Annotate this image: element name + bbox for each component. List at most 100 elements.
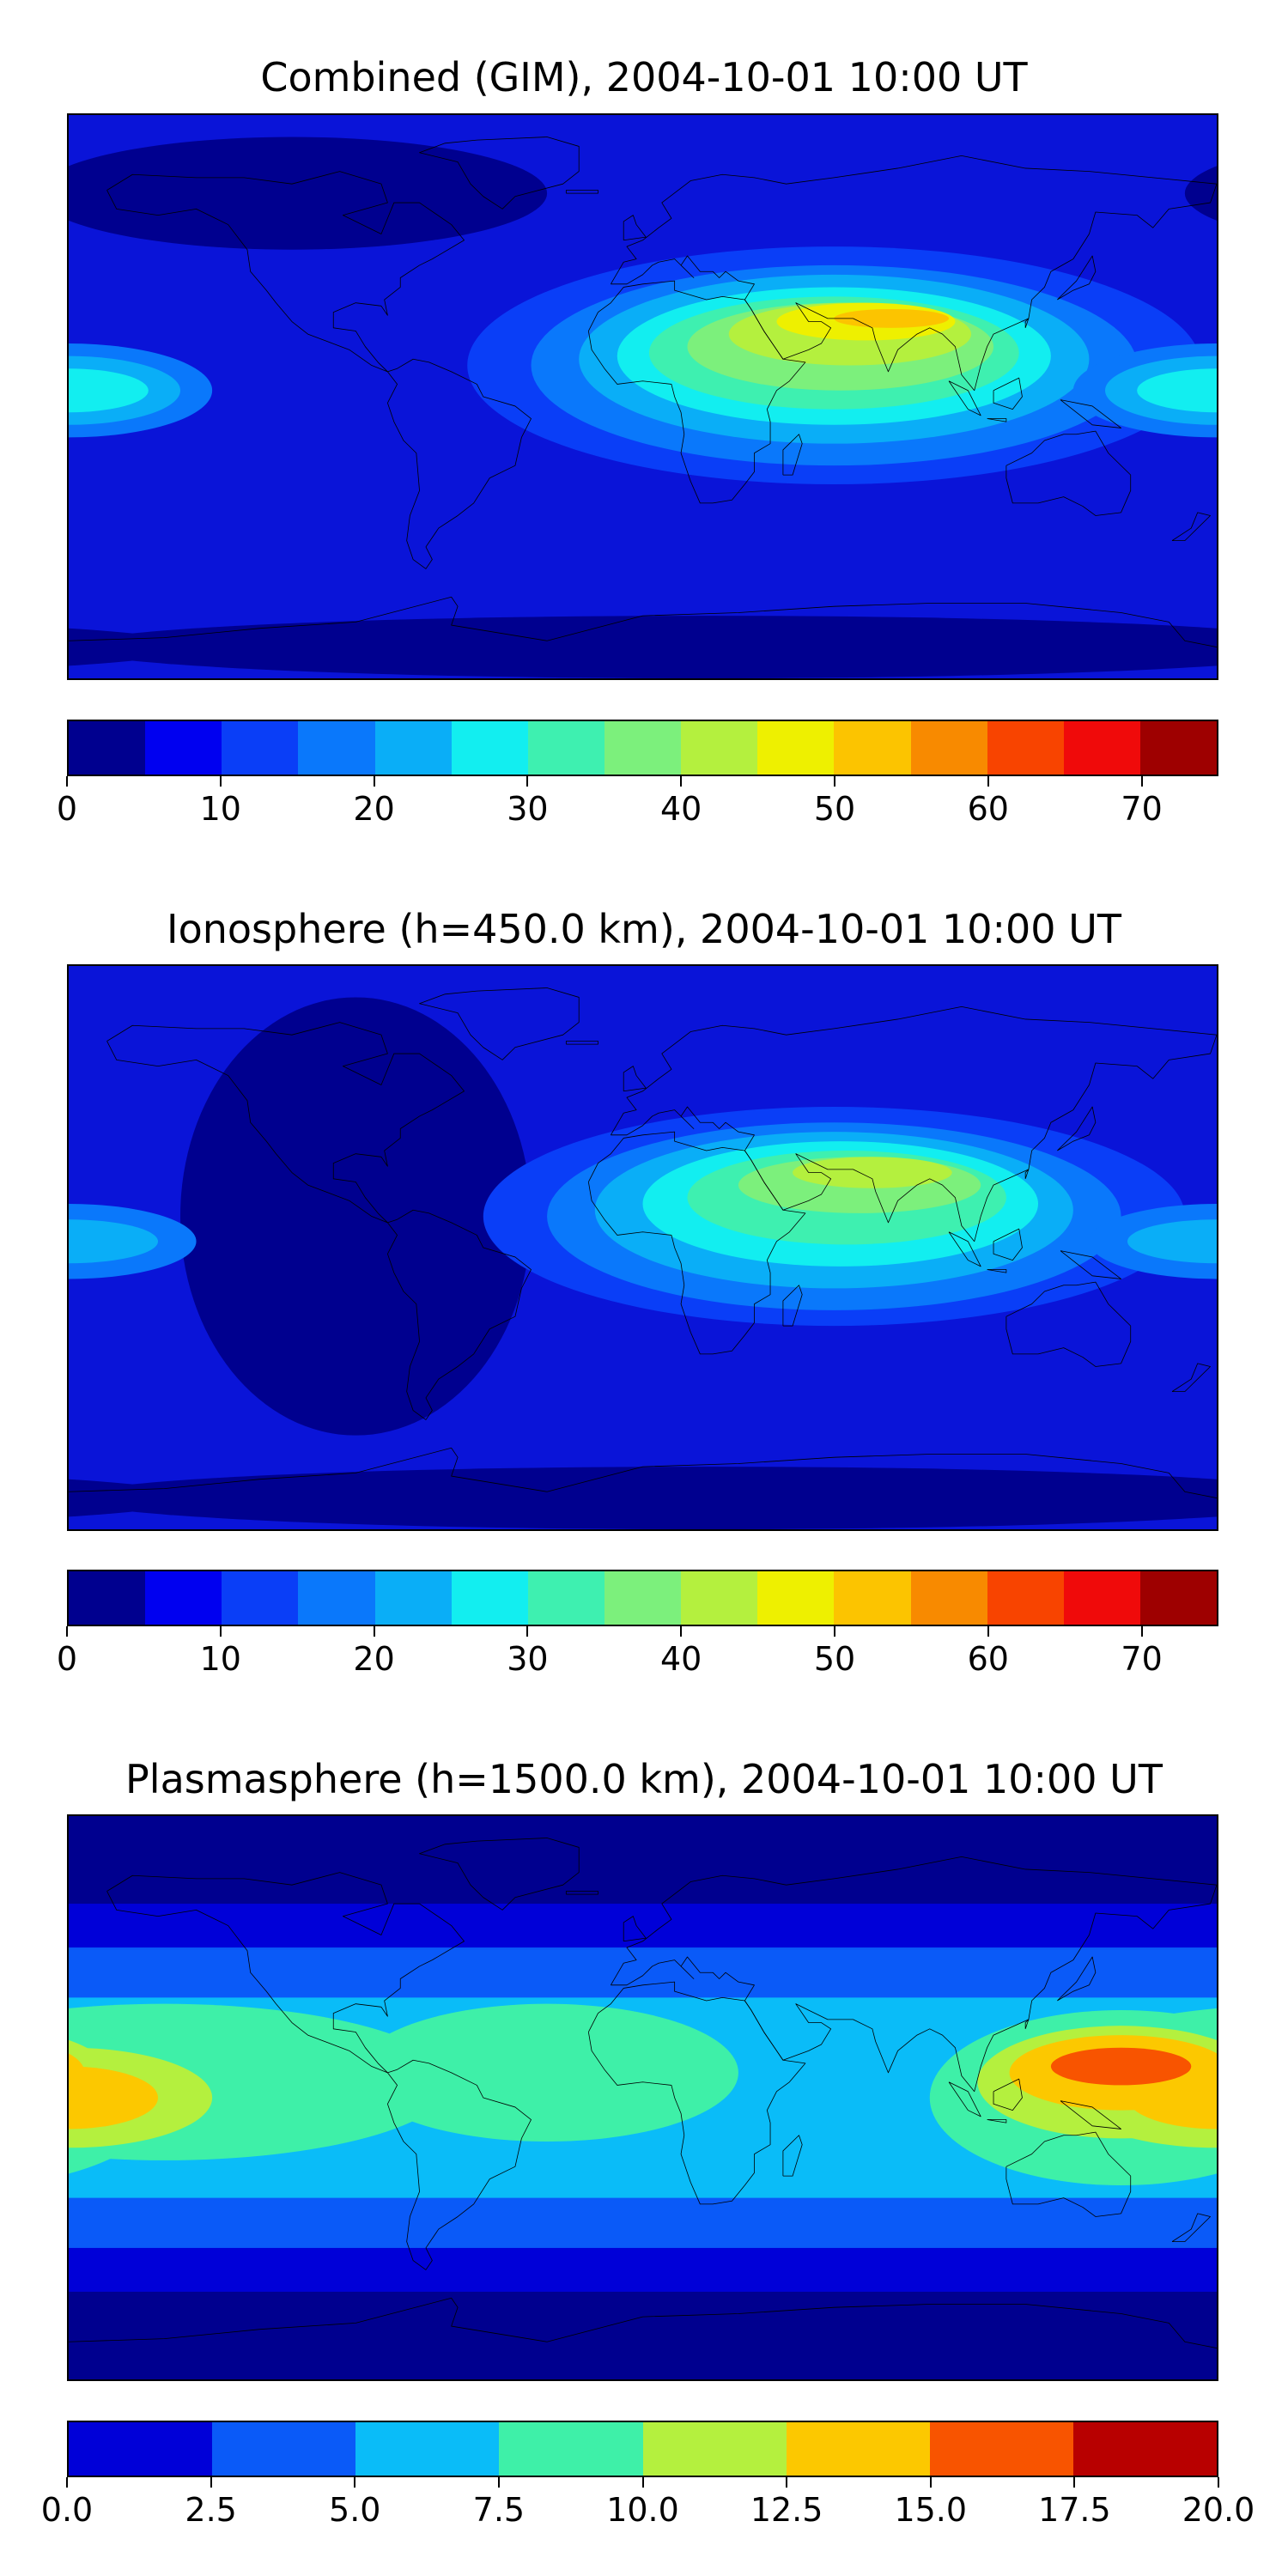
colorbar-tick-label: 12.5 [750, 2491, 823, 2529]
coastline [566, 1891, 598, 1894]
colorbar-segment [604, 721, 682, 775]
colorbar-segment [499, 2422, 643, 2476]
colorbar-tick [987, 776, 989, 787]
colorbar-segment [987, 721, 1064, 775]
coastline [588, 1982, 805, 2204]
colorbar-segment [451, 1571, 528, 1625]
coastline [1006, 1282, 1131, 1366]
coastline [566, 190, 598, 193]
colorbar-tick-label: 40 [660, 1640, 702, 1678]
coastline [993, 1229, 1022, 1260]
colorbar-ticks-combined: 0 10 20 30 40 50 60 70 [57, 776, 1218, 828]
colorbar-tick [1140, 776, 1143, 787]
colorbar-segment [987, 1571, 1064, 1625]
contour-region [793, 1157, 952, 1188]
map-combined [67, 113, 1218, 680]
coastline [783, 2136, 802, 2176]
colorbar-tick [526, 1626, 529, 1637]
coastline [1057, 1107, 1096, 1151]
colorbar-tick [219, 1626, 222, 1637]
coastline [1172, 2214, 1211, 2242]
colorbar-tick [66, 776, 68, 787]
colorbar-segment [222, 721, 299, 775]
tec-contour-map [69, 1816, 1217, 2379]
coastline [566, 1041, 598, 1044]
colorbar-tick [210, 2477, 212, 2488]
tec-contour-map [69, 115, 1217, 678]
colorbar-tick-label: 10.0 [606, 2491, 679, 2529]
colorbar-ticks-plasmasphere: 0.0 2.5 5.0 7.5 10.0 12.5 15.0 17.5 20.0 [41, 2477, 1255, 2529]
coastline [611, 1006, 1217, 1241]
colorbar-segment [69, 2422, 213, 2476]
coastline [1060, 400, 1121, 428]
colorbar-segment [642, 2422, 787, 2476]
colorbar-ionosphere [67, 1570, 1218, 1626]
colorbar-tick [833, 776, 835, 787]
coastline [420, 137, 580, 210]
colorbar-tick-label: 15.0 [894, 2491, 968, 2529]
colorbar-tick [1140, 1626, 1143, 1637]
colorbar-tick-label: 50 [813, 1640, 856, 1678]
contour-region [69, 616, 1217, 678]
coastline [949, 381, 981, 416]
colorbar-tick [66, 1626, 68, 1637]
colorbar-tick [373, 1626, 375, 1637]
colorbar-tick-label: 20 [353, 1640, 395, 1678]
colorbar-segment [69, 721, 146, 775]
coastline [611, 1856, 1217, 2091]
colorbar-segment [910, 1571, 987, 1625]
colorbar-tick-label: 7.5 [472, 2491, 526, 2529]
map-ionosphere [67, 964, 1218, 1531]
colorbar-segment [1072, 2422, 1217, 2476]
colorbar-tick [66, 2477, 68, 2488]
colorbar-tick-label: 20 [353, 790, 395, 828]
coastline [588, 281, 805, 503]
colorbar-tick [1073, 2477, 1076, 2488]
colorbar-tick-label: 60 [967, 790, 1009, 828]
coastline [420, 1838, 580, 1911]
contour-region [69, 2066, 158, 2129]
contour-region [69, 2053, 85, 2093]
coastline [1025, 319, 1029, 328]
colorbar-tick [680, 1626, 683, 1637]
colorbar-segment [451, 721, 528, 775]
colorbar-segment [1139, 721, 1217, 775]
coastline [69, 1448, 1217, 1498]
coastline [69, 597, 1217, 647]
coastline [1172, 513, 1211, 541]
coastline [1172, 1364, 1211, 1392]
colorbar-tick [987, 1626, 989, 1637]
colorbar-tick-label: 50 [813, 790, 856, 828]
colorbar-segment [757, 1571, 835, 1625]
colorbar-segment [145, 721, 222, 775]
colorbar-ticks-ionosphere: 0 10 20 30 40 50 60 70 [57, 1626, 1218, 1678]
colorbar-tick-label: 5.0 [329, 2491, 381, 2529]
colorbar-segment [298, 721, 375, 775]
colorbar-segment [910, 721, 987, 775]
coastline [107, 1873, 465, 2073]
coastline [1057, 256, 1096, 300]
coastline [1006, 431, 1131, 515]
coastline [387, 2060, 531, 2269]
colorbar-segment [374, 1571, 452, 1625]
colorbar-segment [1063, 721, 1140, 775]
map-plasmasphere [67, 1814, 1218, 2381]
colorbar-tick [219, 776, 222, 787]
coastline [1006, 2132, 1131, 2216]
colorbar-tick [833, 1626, 835, 1637]
colorbar-segment [374, 721, 452, 775]
coastline [588, 1132, 805, 1354]
contour-region [69, 1219, 158, 1264]
colorbar-segment [1139, 1571, 1217, 1625]
colorbar-tick [641, 2477, 644, 2488]
colorbar-segment [69, 1571, 146, 1625]
contour-region [179, 997, 532, 1436]
coastline [1025, 1170, 1029, 1179]
coastline [949, 2082, 981, 2117]
coastline [623, 216, 646, 240]
colorbar-tick-label: 17.5 [1038, 2491, 1111, 2529]
colorbar-segment [757, 721, 835, 775]
coastline [1025, 2020, 1029, 2029]
contour-region [355, 2003, 738, 2142]
contour-region [1050, 2047, 1192, 2086]
